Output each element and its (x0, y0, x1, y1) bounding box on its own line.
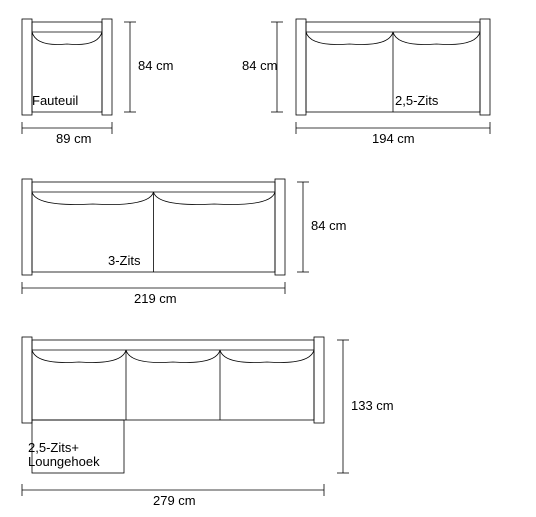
svg-text:Fauteuil: Fauteuil (32, 93, 78, 108)
svg-text:219 cm: 219 cm (134, 291, 177, 306)
svg-text:2,5-Zits: 2,5-Zits (395, 93, 439, 108)
svg-text:3-Zits: 3-Zits (108, 253, 141, 268)
sofa-diagram-fauteuil: Fauteuil 89 cm 84 cm (22, 19, 173, 146)
svg-text:133 cm: 133 cm (351, 398, 394, 413)
svg-text:2,5-Zits+Loungehoek: 2,5-Zits+Loungehoek (28, 440, 100, 469)
sofa-diagram-zits3: 3-Zits 219 cm 84 cm (22, 179, 346, 306)
sofa-diagram-zits25: 2,5-Zits 194 cm 84 cm (242, 19, 490, 146)
svg-text:194 cm: 194 cm (372, 131, 415, 146)
svg-text:84 cm: 84 cm (242, 58, 277, 73)
sofa-diagram-zits25lounge: 2,5-Zits+Loungehoek 279 cm 133 cm (22, 337, 394, 508)
svg-text:279 cm: 279 cm (153, 493, 196, 508)
svg-text:89 cm: 89 cm (56, 131, 91, 146)
svg-text:84 cm: 84 cm (138, 58, 173, 73)
svg-text:84 cm: 84 cm (311, 218, 346, 233)
